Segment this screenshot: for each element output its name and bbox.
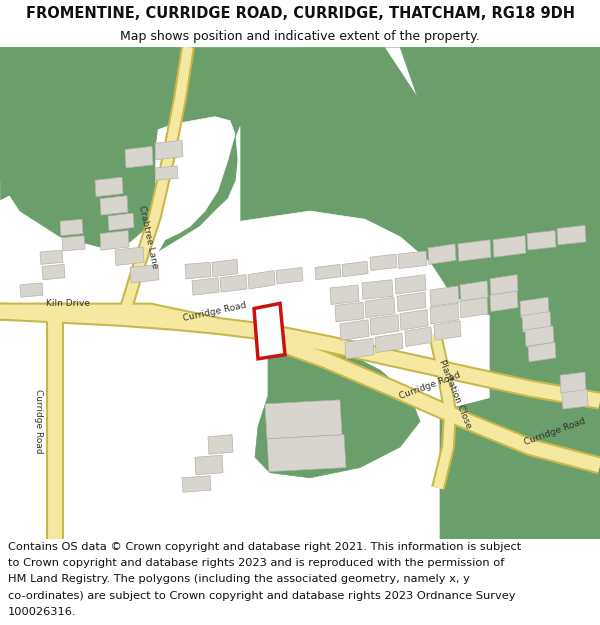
Polygon shape bbox=[398, 251, 427, 269]
Polygon shape bbox=[185, 262, 211, 279]
Polygon shape bbox=[430, 303, 459, 324]
Polygon shape bbox=[330, 285, 359, 304]
Polygon shape bbox=[40, 250, 63, 264]
Polygon shape bbox=[212, 259, 238, 277]
Text: HM Land Registry. The polygons (including the associated geometry, namely x, y: HM Land Registry. The polygons (includin… bbox=[8, 574, 470, 584]
Polygon shape bbox=[108, 213, 134, 231]
Text: Curridge Road: Curridge Road bbox=[523, 416, 587, 447]
Polygon shape bbox=[458, 240, 491, 261]
Polygon shape bbox=[130, 264, 159, 283]
Polygon shape bbox=[460, 298, 488, 318]
Polygon shape bbox=[0, 47, 600, 539]
Polygon shape bbox=[493, 236, 526, 258]
Polygon shape bbox=[195, 455, 223, 475]
Polygon shape bbox=[100, 231, 129, 250]
Polygon shape bbox=[528, 342, 556, 362]
Polygon shape bbox=[182, 476, 211, 492]
Text: FROMENTINE, CURRIDGE ROAD, CURRIDGE, THATCHAM, RG18 9DH: FROMENTINE, CURRIDGE ROAD, CURRIDGE, THA… bbox=[25, 6, 575, 21]
Text: Kiln Drive: Kiln Drive bbox=[46, 299, 90, 308]
Polygon shape bbox=[490, 298, 600, 539]
Polygon shape bbox=[158, 127, 600, 539]
Polygon shape bbox=[522, 312, 551, 332]
Polygon shape bbox=[208, 435, 233, 454]
Polygon shape bbox=[115, 247, 144, 266]
Text: Plantation Close: Plantation Close bbox=[437, 358, 473, 429]
Polygon shape bbox=[434, 321, 461, 341]
Polygon shape bbox=[125, 146, 153, 168]
Polygon shape bbox=[100, 196, 128, 215]
Polygon shape bbox=[20, 283, 43, 298]
Polygon shape bbox=[315, 264, 341, 280]
Polygon shape bbox=[428, 244, 456, 264]
Polygon shape bbox=[557, 226, 586, 245]
Polygon shape bbox=[490, 291, 518, 312]
Polygon shape bbox=[155, 166, 178, 180]
Polygon shape bbox=[527, 231, 556, 250]
Polygon shape bbox=[42, 264, 65, 280]
Polygon shape bbox=[0, 47, 175, 247]
Text: Crabtree Lane: Crabtree Lane bbox=[137, 204, 159, 269]
Text: Curridge Road: Curridge Road bbox=[34, 389, 43, 454]
Text: Curridge Road: Curridge Road bbox=[398, 370, 462, 401]
Text: Contains OS data © Crown copyright and database right 2021. This information is : Contains OS data © Crown copyright and d… bbox=[8, 542, 521, 552]
Polygon shape bbox=[370, 254, 397, 271]
Polygon shape bbox=[362, 280, 393, 299]
Text: co-ordinates) are subject to Crown copyright and database rights 2023 Ordnance S: co-ordinates) are subject to Crown copyr… bbox=[8, 591, 515, 601]
Text: Map shows position and indicative extent of the property.: Map shows position and indicative extent… bbox=[120, 30, 480, 43]
Polygon shape bbox=[480, 144, 570, 199]
Polygon shape bbox=[405, 327, 432, 346]
Polygon shape bbox=[385, 47, 490, 191]
Polygon shape bbox=[158, 349, 268, 519]
Text: 100026316.: 100026316. bbox=[8, 607, 76, 617]
Polygon shape bbox=[460, 281, 488, 301]
Text: Curridge Road: Curridge Road bbox=[182, 301, 248, 322]
Polygon shape bbox=[397, 292, 426, 312]
Polygon shape bbox=[335, 302, 364, 322]
Polygon shape bbox=[255, 329, 420, 478]
Polygon shape bbox=[267, 435, 346, 472]
Polygon shape bbox=[525, 326, 554, 346]
Polygon shape bbox=[300, 47, 600, 252]
Polygon shape bbox=[254, 303, 285, 359]
Polygon shape bbox=[248, 271, 275, 289]
Polygon shape bbox=[395, 274, 426, 294]
Polygon shape bbox=[345, 338, 374, 359]
Polygon shape bbox=[450, 47, 600, 158]
Polygon shape bbox=[490, 274, 518, 295]
Polygon shape bbox=[370, 314, 399, 335]
Polygon shape bbox=[400, 309, 428, 330]
Polygon shape bbox=[520, 298, 549, 318]
Polygon shape bbox=[155, 140, 183, 160]
Polygon shape bbox=[560, 372, 586, 394]
Polygon shape bbox=[60, 219, 83, 236]
Polygon shape bbox=[192, 278, 219, 295]
Text: to Crown copyright and database rights 2023 and is reproduced with the permissio: to Crown copyright and database rights 2… bbox=[8, 558, 504, 568]
Polygon shape bbox=[562, 389, 588, 409]
Polygon shape bbox=[365, 298, 395, 318]
Polygon shape bbox=[342, 261, 368, 277]
Polygon shape bbox=[430, 286, 459, 306]
Polygon shape bbox=[440, 396, 600, 539]
Polygon shape bbox=[62, 236, 85, 251]
Polygon shape bbox=[220, 274, 247, 292]
Polygon shape bbox=[375, 333, 403, 352]
Polygon shape bbox=[276, 268, 303, 284]
Polygon shape bbox=[0, 117, 235, 539]
Polygon shape bbox=[340, 320, 369, 341]
Polygon shape bbox=[95, 177, 123, 197]
Polygon shape bbox=[265, 400, 342, 439]
